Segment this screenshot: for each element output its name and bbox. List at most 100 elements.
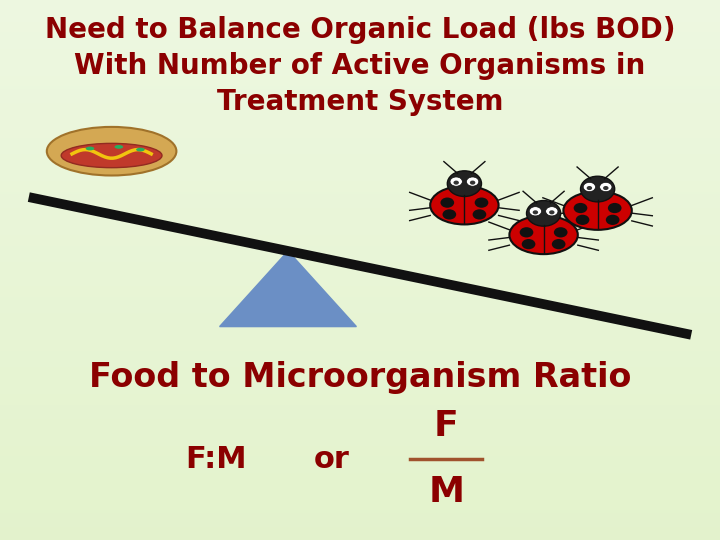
Bar: [0, 181, 720, 184]
Bar: [0, 437, 720, 440]
Bar: [0, 162, 720, 165]
Bar: [0, 435, 720, 437]
Bar: [0, 138, 720, 140]
Bar: [0, 78, 720, 81]
Circle shape: [574, 203, 588, 213]
Bar: [0, 467, 720, 470]
Bar: [0, 529, 720, 532]
Bar: [0, 197, 720, 200]
Bar: [0, 362, 720, 364]
Circle shape: [533, 210, 538, 214]
Bar: [0, 113, 720, 116]
Bar: [0, 394, 720, 397]
Bar: [0, 440, 720, 443]
Circle shape: [472, 210, 486, 220]
Ellipse shape: [563, 191, 632, 230]
Bar: [0, 219, 720, 221]
Bar: [0, 456, 720, 459]
Bar: [0, 184, 720, 186]
Bar: [0, 321, 720, 324]
Bar: [0, 510, 720, 513]
Bar: [0, 397, 720, 400]
Bar: [0, 57, 720, 59]
Bar: [0, 111, 720, 113]
Bar: [0, 532, 720, 535]
Bar: [0, 273, 720, 275]
Bar: [0, 240, 720, 243]
Circle shape: [603, 186, 608, 190]
Bar: [0, 346, 720, 348]
Bar: [0, 472, 720, 475]
Text: F: F: [434, 409, 459, 442]
Bar: [0, 489, 720, 491]
Bar: [0, 275, 720, 278]
Bar: [0, 316, 720, 319]
Bar: [0, 194, 720, 197]
Circle shape: [552, 239, 565, 249]
Bar: [0, 127, 720, 130]
Bar: [0, 65, 720, 68]
Ellipse shape: [431, 186, 498, 225]
Bar: [0, 170, 720, 173]
Ellipse shape: [86, 146, 94, 150]
Bar: [0, 464, 720, 467]
Bar: [0, 238, 720, 240]
Bar: [0, 32, 720, 35]
Bar: [0, 186, 720, 189]
Bar: [0, 373, 720, 375]
Bar: [0, 40, 720, 43]
Bar: [0, 130, 720, 132]
Bar: [0, 246, 720, 248]
Bar: [0, 232, 720, 235]
Bar: [0, 343, 720, 346]
Bar: [0, 173, 720, 176]
Circle shape: [522, 239, 536, 249]
Bar: [0, 227, 720, 229]
Bar: [0, 302, 720, 305]
Bar: [0, 478, 720, 481]
Bar: [0, 254, 720, 256]
Bar: [0, 443, 720, 445]
Bar: [0, 224, 720, 227]
Bar: [0, 132, 720, 135]
Bar: [0, 378, 720, 381]
Bar: [0, 408, 720, 410]
Bar: [0, 327, 720, 329]
Bar: [0, 5, 720, 8]
Bar: [0, 418, 720, 421]
Bar: [0, 497, 720, 500]
Bar: [0, 143, 720, 146]
Text: Food to Microorganism Ratio: Food to Microorganism Ratio: [89, 361, 631, 395]
Circle shape: [443, 210, 456, 220]
Bar: [0, 351, 720, 354]
Bar: [0, 0, 720, 3]
Bar: [0, 500, 720, 502]
Circle shape: [520, 227, 534, 238]
Bar: [0, 389, 720, 392]
Circle shape: [474, 198, 488, 208]
Bar: [0, 159, 720, 162]
Bar: [0, 208, 720, 211]
Bar: [0, 421, 720, 424]
Bar: [0, 97, 720, 100]
Bar: [0, 146, 720, 148]
Bar: [0, 392, 720, 394]
Bar: [0, 402, 720, 405]
Bar: [0, 30, 720, 32]
Bar: [0, 332, 720, 335]
Bar: [0, 400, 720, 402]
Bar: [0, 46, 720, 49]
Bar: [0, 289, 720, 292]
Bar: [0, 491, 720, 494]
Circle shape: [608, 203, 621, 213]
Bar: [0, 116, 720, 119]
Bar: [0, 375, 720, 378]
Bar: [0, 259, 720, 262]
Bar: [0, 284, 720, 286]
Bar: [0, 413, 720, 416]
Bar: [0, 308, 720, 310]
Bar: [0, 3, 720, 5]
Bar: [0, 24, 720, 27]
Circle shape: [587, 186, 592, 190]
Bar: [0, 405, 720, 408]
